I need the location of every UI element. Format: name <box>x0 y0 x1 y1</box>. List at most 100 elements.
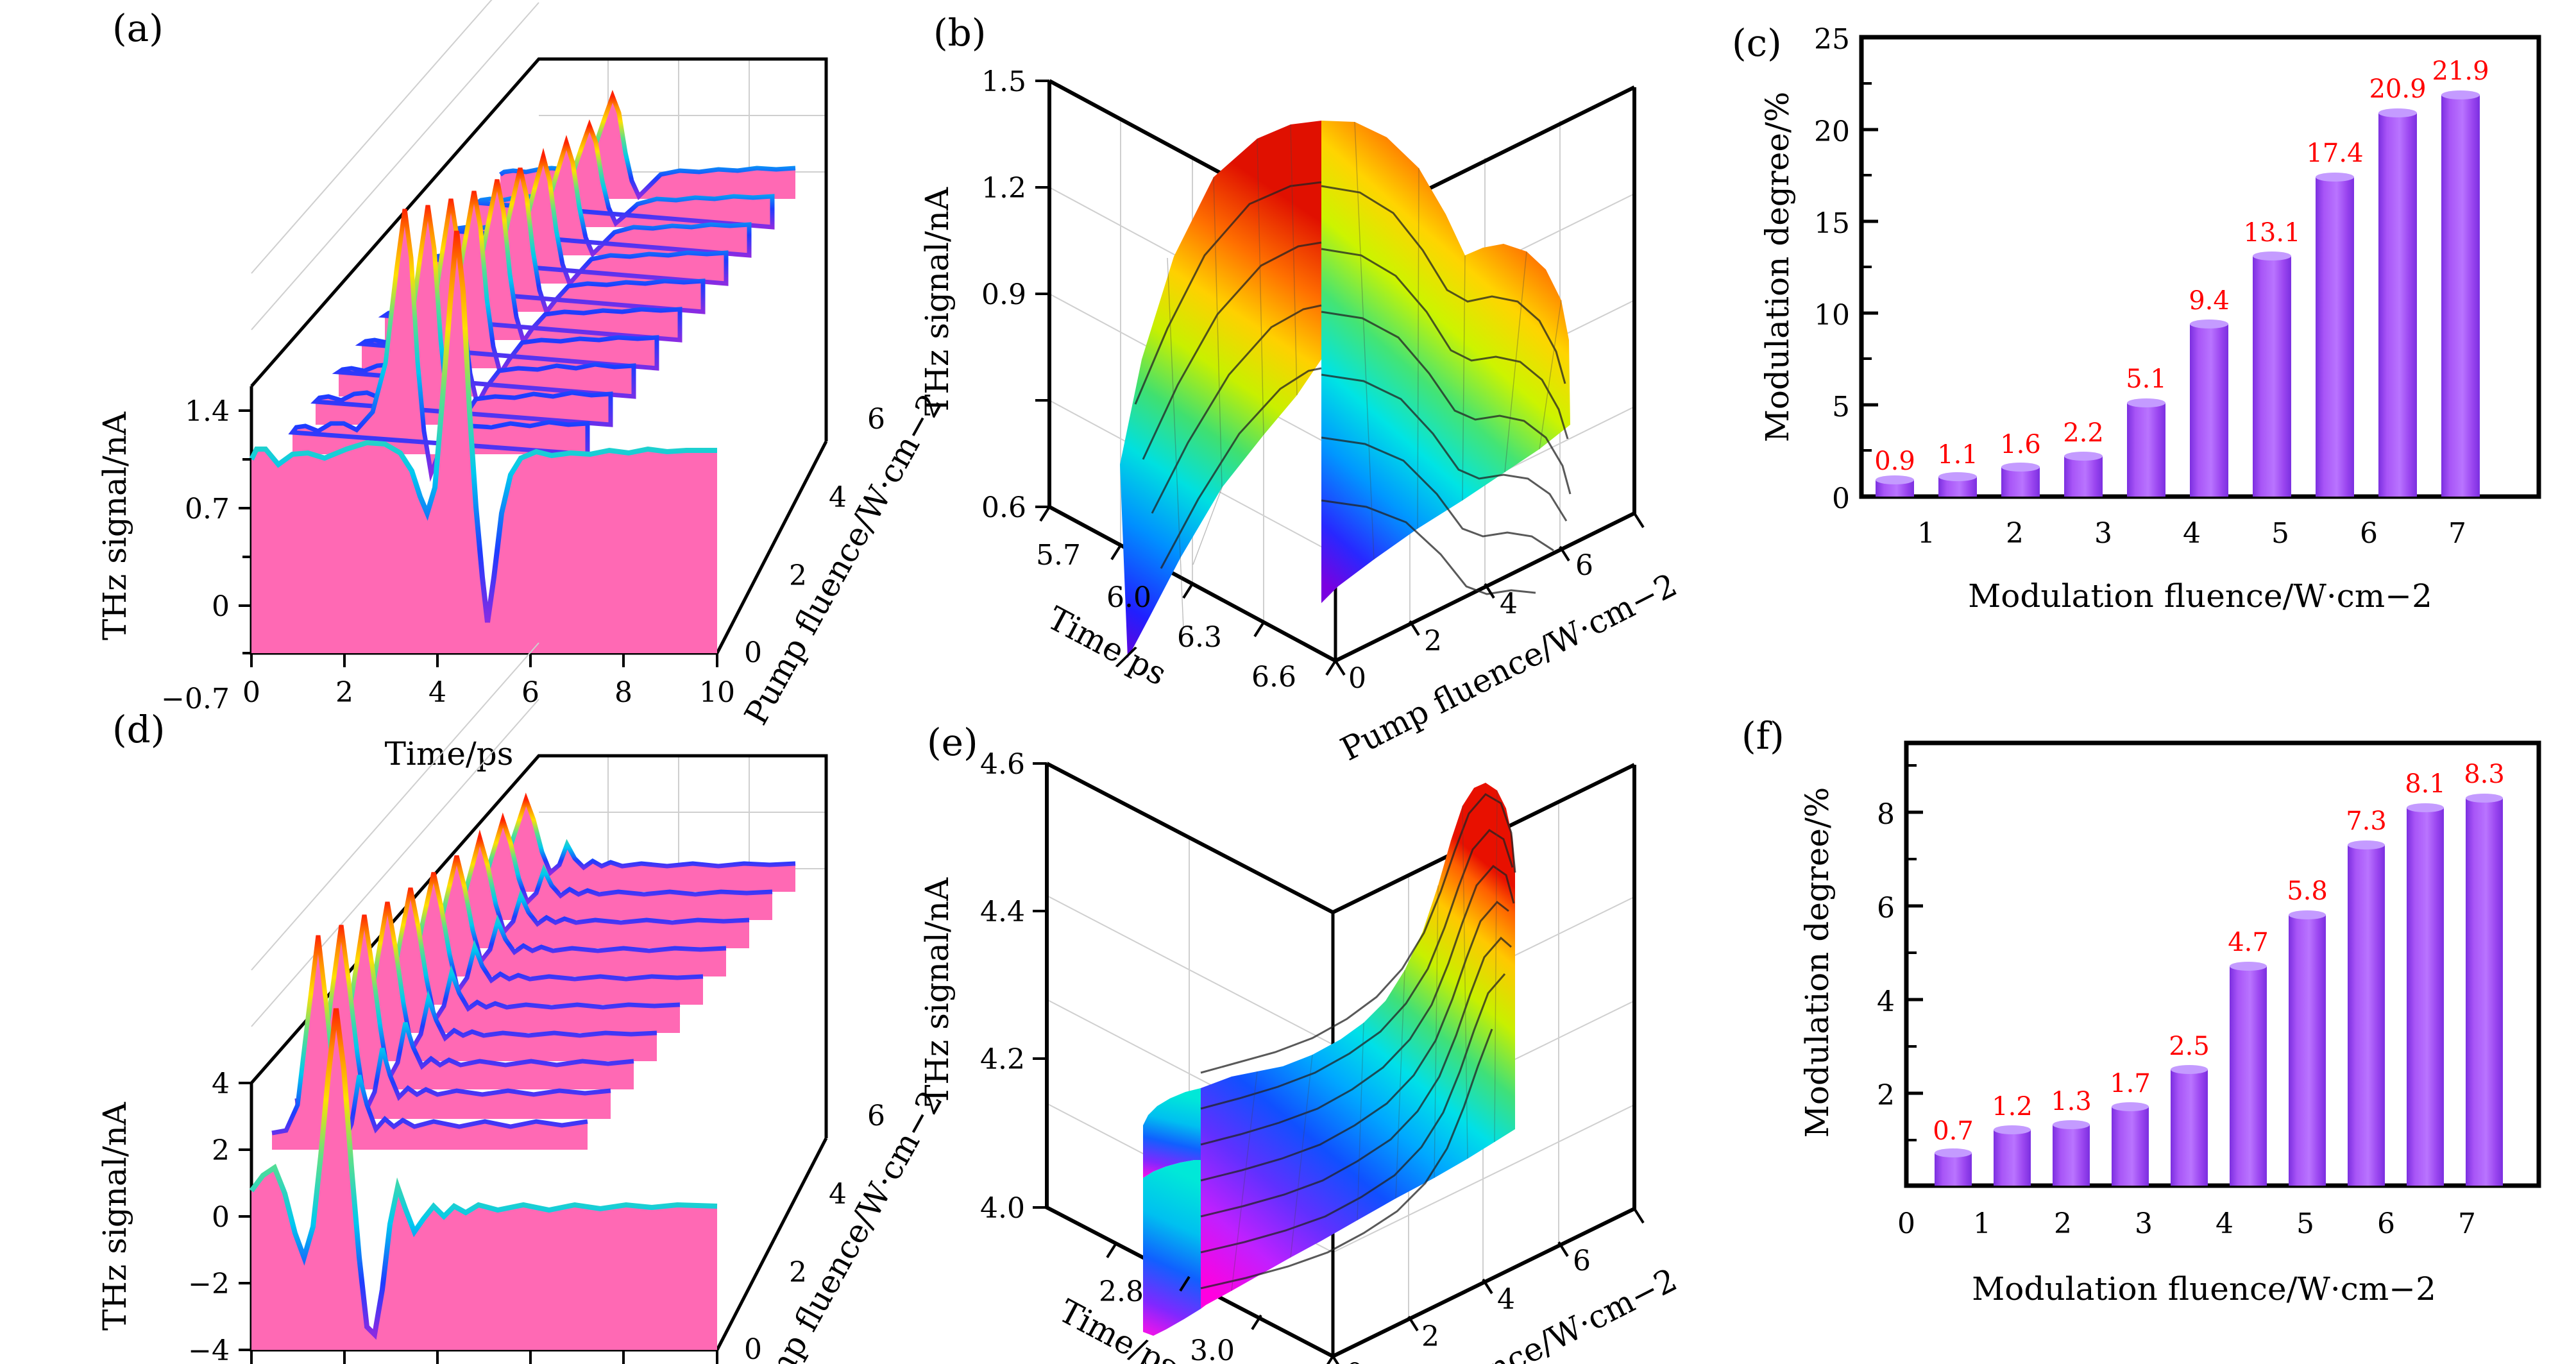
panel-f-bars <box>1935 794 2503 1186</box>
panel-b-plot: 1.5 1.2 0.9 0.6 THz signal/nA 5.7 6.0 6.… <box>919 65 1683 768</box>
panel-c-xtick-3: 4 <box>2183 517 2201 550</box>
panel-b-ztick-2: 0.9 <box>981 278 1026 311</box>
bar <box>2112 1102 2149 1186</box>
panel-f-xtick-4: 4 <box>2216 1207 2233 1240</box>
bar <box>2289 910 2326 1186</box>
bar <box>2348 840 2385 1186</box>
panel-d-ztick-1: 2 <box>212 1134 230 1167</box>
panel-e-xtick-1: 3.0 <box>1190 1334 1235 1364</box>
panel-b-xtick-0: 5.7 <box>1036 539 1081 572</box>
panel-a-ztick-3: −0.7 <box>161 683 230 715</box>
panel-f-frame <box>1904 740 2541 1188</box>
bar <box>2001 463 2040 497</box>
bar-value-label: 1.2 <box>1992 1092 2033 1121</box>
panel-e-ytick-2: 4 <box>1497 1283 1515 1316</box>
bar <box>1994 1125 2031 1186</box>
panel-e-zlabel: THz signal/nA <box>919 877 956 1106</box>
panel-a-xtick-0: 0 <box>242 676 260 709</box>
bar <box>2064 452 2103 497</box>
panel-e: (e) <box>898 680 1713 1364</box>
panel-c-ytick-0: 0 <box>1832 482 1850 515</box>
panel-a: (a) <box>0 0 950 772</box>
panel-f-ytick-1: 4 <box>1877 985 1895 1018</box>
bar <box>1938 472 1977 497</box>
bar <box>2190 320 2228 497</box>
panel-c-y-ticks: 0 5 10 15 20 25 <box>1814 23 1878 515</box>
panel-d-ytick-1: 2 <box>789 1256 807 1289</box>
panel-f-xtick-6: 6 <box>2377 1207 2395 1240</box>
panel-d-ytick-3: 6 <box>867 1100 885 1132</box>
panel-b-xtick-3: 6.6 <box>1251 661 1296 694</box>
panel-a-ytick-3: 6 <box>867 403 885 436</box>
panel-e-z-ticks: 4.6 4.4 4.2 4.0 <box>980 748 1047 1225</box>
bar-value-label: 20.9 <box>2369 74 2426 104</box>
panel-f-x-ticks: 0 1 2 3 4 5 6 7 <box>1897 1207 2476 1240</box>
panel-d-plot: 4 2 0 −2 −4 THz signal/nA 0 2 4 6 8 10 T… <box>96 642 950 1364</box>
panel-d-zlabel: THz signal/nA <box>96 1102 133 1331</box>
panel-c-ytick-5: 25 <box>1814 23 1850 56</box>
bar-value-label: 2.2 <box>2063 418 2104 448</box>
bar-value-label: 21.9 <box>2432 56 2489 86</box>
panel-c-xtick-2: 3 <box>2094 517 2112 550</box>
panel-d-ztick-2: 0 <box>212 1201 230 1234</box>
panel-c-bars <box>1876 90 2480 497</box>
bar <box>2253 251 2291 497</box>
panel-e-ztick-2: 4.2 <box>980 1043 1025 1076</box>
bar <box>2407 803 2444 1186</box>
panel-d-x-ticks: 0 2 4 6 8 10 <box>250 1350 718 1364</box>
panel-d-waterfall <box>249 792 796 1350</box>
panel-a-ytick-2: 4 <box>829 481 847 514</box>
panel-f-xlabel: Modulation fluence/W·cm−2 <box>1972 1270 2436 1308</box>
panel-c-ytick-2: 10 <box>1814 299 1850 332</box>
panel-f-xtick-1: 1 <box>1973 1207 1991 1240</box>
bar <box>2466 794 2503 1186</box>
bar <box>2053 1120 2090 1186</box>
panel-a-y-ticks: 0 2 4 6 <box>744 403 885 669</box>
panel-e-ytick-1: 2 <box>1421 1320 1439 1353</box>
panel-a-xlabel: Time/ps <box>385 735 514 772</box>
panel-f-ytick-0: 2 <box>1877 1079 1895 1112</box>
panel-b-ztick-0: 1.5 <box>981 65 1026 98</box>
panel-f-xtick-7: 7 <box>2458 1207 2476 1240</box>
panel-a-z-ticks: 1.4 0.7 0 −0.7 <box>161 395 251 715</box>
bar <box>2441 90 2480 497</box>
panel-f-xtick-5: 5 <box>2296 1207 2314 1240</box>
panel-b-y-ticks: 0 2 4 6 <box>1334 512 1645 695</box>
panel-a-zlabel: THz signal/nA <box>96 411 133 640</box>
panel-c-xtick-6: 7 <box>2448 517 2466 550</box>
bar-value-label: 1.3 <box>2051 1087 2092 1116</box>
panel-a-ytick-1: 2 <box>789 559 807 592</box>
panel-f-plot: 2 4 6 8 Modulation degree/% 0.7 <box>1799 740 2541 1308</box>
panel-c-plot: 0 5 10 15 20 25 Modulation degree/% <box>1759 23 2541 615</box>
bar-value-label: 5.1 <box>2126 364 2167 394</box>
panel-c-xtick-4: 5 <box>2271 517 2289 550</box>
bar-value-label: 0.7 <box>1933 1116 1974 1146</box>
panel-c-ytick-3: 15 <box>1814 207 1850 240</box>
bar-value-label: 9.4 <box>2189 286 2230 316</box>
panel-e-x-ticks: 2.8 3.0 <box>1099 1242 1334 1364</box>
panel-b-zlabel: THz signal/nA <box>919 187 956 416</box>
panel-a-x-ticks: 0 2 4 6 8 10 <box>242 653 735 709</box>
panel-f-xtick-2: 2 <box>2054 1207 2072 1240</box>
bar-value-label: 4.7 <box>2228 928 2269 957</box>
panel-a-xtick-5: 10 <box>699 676 735 709</box>
panel-a-xtick-2: 4 <box>428 676 446 709</box>
panel-f-xtick-3: 3 <box>2135 1207 2153 1240</box>
panel-b: (b) <box>898 0 1713 768</box>
panel-b-ztick-1: 1.2 <box>981 172 1026 205</box>
panel-d: (d) <box>0 642 950 1364</box>
panel-e-letter: (e) <box>927 720 978 764</box>
panel-a-ytick-0: 0 <box>744 636 762 669</box>
bar <box>2127 398 2165 497</box>
panel-a-letter: (a) <box>112 6 164 50</box>
panel-c-ytick-4: 20 <box>1814 115 1850 148</box>
panel-a-ztick-1: 0.7 <box>185 493 230 525</box>
panel-a-waterfall <box>249 89 796 653</box>
panel-c: (c) 0 5 10 15 20 2 <box>1713 0 2576 680</box>
panel-f-ytick-2: 6 <box>1877 892 1895 925</box>
panel-b-ztick-3: 0.6 <box>981 491 1026 524</box>
panel-c-xtick-5: 6 <box>2360 517 2378 550</box>
panel-b-surface <box>1120 121 1572 658</box>
panel-b-letter: (b) <box>933 11 987 55</box>
